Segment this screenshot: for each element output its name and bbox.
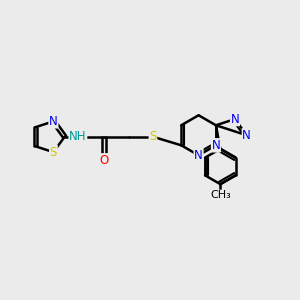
Text: NH: NH [69,130,87,143]
Text: O: O [100,154,109,167]
Text: S: S [149,130,157,143]
Text: N: N [49,115,58,128]
Text: N: N [242,129,251,142]
Text: N: N [231,112,239,126]
Text: N: N [194,149,203,162]
Text: N: N [212,139,220,152]
Text: S: S [50,146,57,159]
Text: CH₃: CH₃ [210,190,231,200]
